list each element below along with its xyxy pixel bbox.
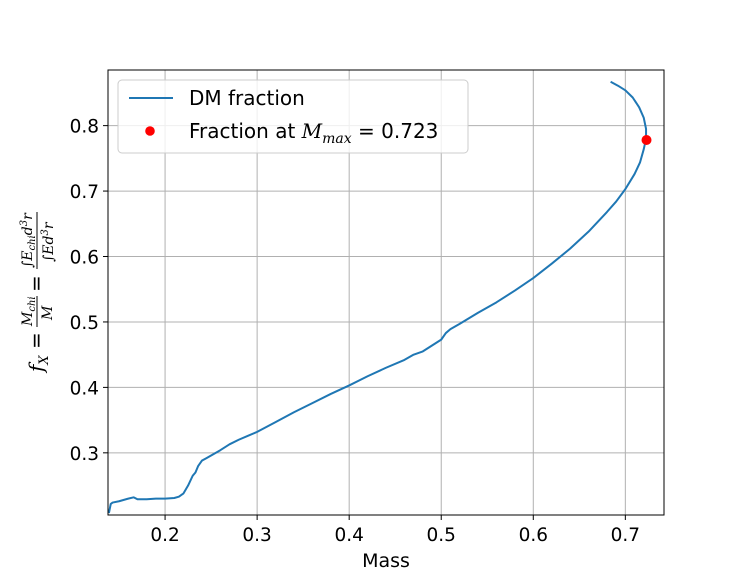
y-tick-label: 0.4 [70, 378, 99, 399]
svg-text:=: = [24, 275, 48, 292]
svg-text:Mchi: Mchi [20, 296, 38, 327]
y-tick-label: 0.5 [70, 313, 99, 334]
x-axis-label: Mass [362, 550, 410, 572]
svg-text:fX =: fX = [24, 332, 52, 374]
x-tick-label: 0.2 [150, 525, 179, 546]
y-tick-label: 0.7 [70, 182, 99, 203]
svg-text:∫Ed3r: ∫Ed3r [40, 221, 57, 262]
plot-area [107, 80, 652, 514]
y-tick-label: 0.3 [70, 444, 99, 465]
x-axis-ticks: 0.2 0.3 0.4 0.5 0.6 0.7 [150, 515, 640, 546]
svg-text:M: M [40, 305, 56, 321]
legend-label-fraction-max: Fraction at Mmax = 0.723 [189, 119, 438, 147]
legend: DM fraction Fraction at Mmax = 0.723 [117, 79, 469, 154]
svg-text:∫Echid3r: ∫Echid3r [19, 212, 38, 268]
axes-frame [107, 69, 665, 516]
x-tick-label: 0.5 [427, 525, 456, 546]
y-axis-ticks: 0.3 0.4 0.5 0.6 0.7 0.8 [70, 117, 108, 465]
y-tick-label: 0.6 [70, 248, 99, 269]
legend-point-marker [145, 126, 155, 136]
x-tick-label: 0.4 [334, 525, 363, 546]
y-axis-label: fX = Mchi M = ∫Echid3r ∫Ed3r [19, 212, 57, 374]
y-tick-label: 0.8 [70, 117, 99, 138]
dm-fraction-line [107, 80, 648, 514]
legend-box [117, 79, 469, 154]
x-tick-label: 0.6 [519, 525, 548, 546]
x-tick-label: 0.3 [242, 525, 271, 546]
x-tick-label: 0.7 [611, 525, 640, 546]
legend-label-dm-fraction: DM fraction [189, 86, 305, 110]
max-mass-point [641, 135, 652, 146]
